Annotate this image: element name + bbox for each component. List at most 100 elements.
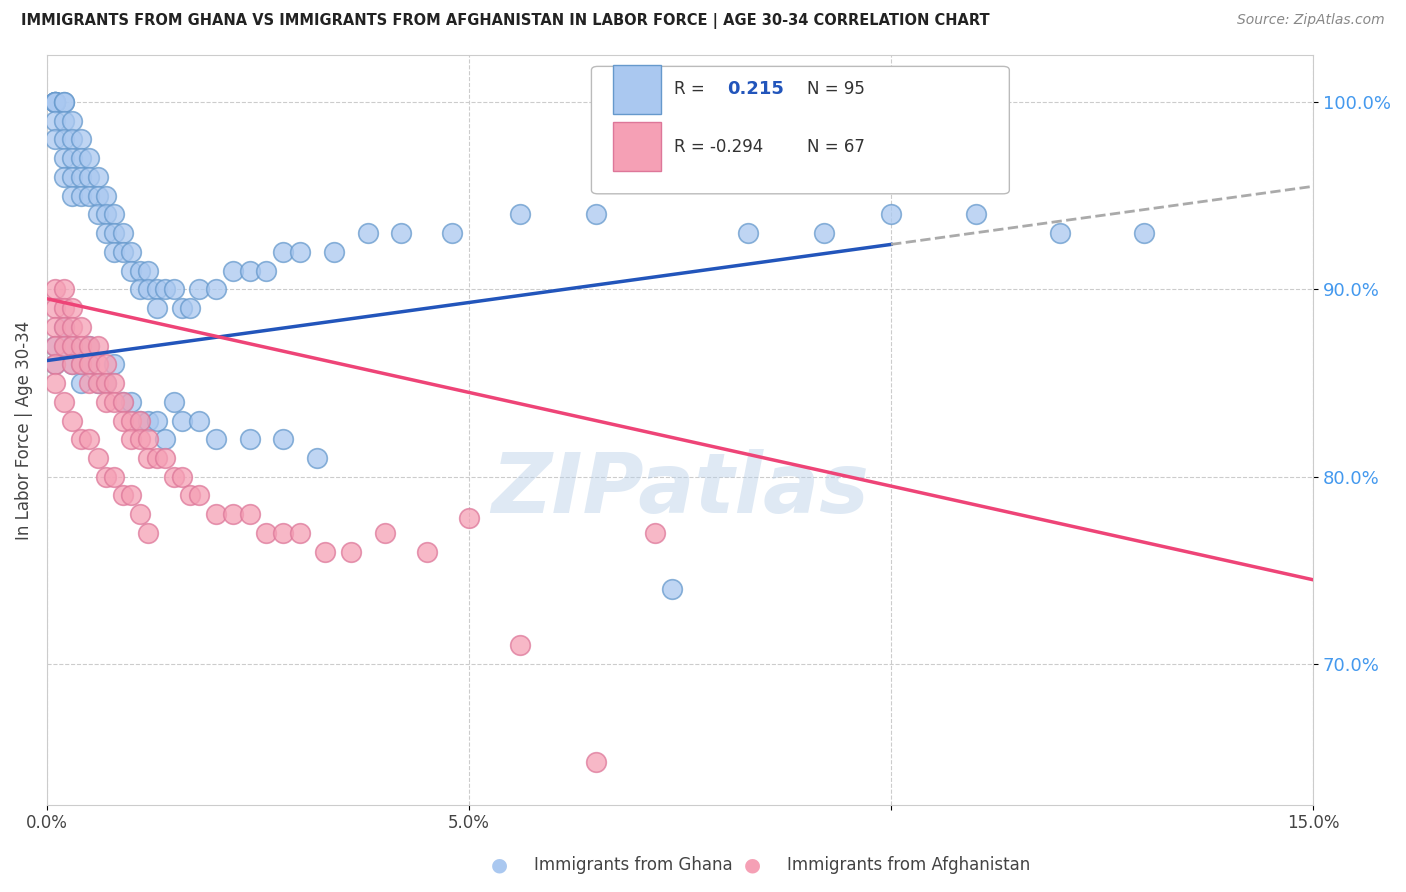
Point	[69, 151, 91, 165]
Point	[86, 169, 108, 184]
Point	[315, 545, 337, 559]
Point	[52, 151, 75, 165]
Point	[60, 338, 83, 352]
Point	[69, 338, 91, 352]
Point	[60, 357, 83, 371]
Point	[509, 207, 531, 221]
Point	[965, 207, 987, 221]
Point	[77, 169, 100, 184]
Point	[111, 244, 134, 259]
Point	[69, 357, 91, 371]
Point	[120, 263, 142, 277]
Point	[69, 319, 91, 334]
Point	[94, 357, 117, 371]
Text: Immigrants from Afghanistan: Immigrants from Afghanistan	[787, 856, 1031, 874]
Point	[44, 95, 66, 109]
Point	[374, 526, 396, 541]
Point	[44, 319, 66, 334]
Point	[69, 132, 91, 146]
Point	[52, 338, 75, 352]
Point	[1049, 226, 1071, 240]
Point	[60, 151, 83, 165]
Point	[77, 338, 100, 352]
Point	[128, 263, 150, 277]
Point	[77, 188, 100, 202]
Point	[77, 357, 100, 371]
Point	[271, 244, 294, 259]
Point	[103, 226, 125, 240]
Point	[94, 376, 117, 390]
Point	[111, 488, 134, 502]
Point	[162, 394, 184, 409]
Text: 0.215: 0.215	[727, 80, 783, 98]
Y-axis label: In Labor Force | Age 30-34: In Labor Force | Age 30-34	[15, 320, 32, 540]
Point	[44, 282, 66, 296]
Point	[60, 188, 83, 202]
Point	[120, 488, 142, 502]
Point	[145, 301, 167, 315]
Point	[69, 188, 91, 202]
Point	[136, 282, 159, 296]
Point	[204, 507, 226, 521]
Point	[187, 413, 209, 427]
Point	[153, 432, 176, 446]
Point	[204, 432, 226, 446]
Point	[120, 413, 142, 427]
Point	[103, 207, 125, 221]
Point	[60, 319, 83, 334]
Text: Immigrants from Ghana: Immigrants from Ghana	[534, 856, 733, 874]
Text: ●: ●	[744, 855, 761, 875]
Point	[86, 188, 108, 202]
Point	[357, 226, 380, 240]
Point	[136, 526, 159, 541]
Point	[44, 338, 66, 352]
Point	[52, 301, 75, 315]
Text: N = 67: N = 67	[807, 137, 865, 156]
Point	[94, 469, 117, 483]
Point	[585, 755, 607, 769]
Point	[145, 413, 167, 427]
Point	[1133, 226, 1156, 240]
Point	[60, 301, 83, 315]
Point	[69, 357, 91, 371]
Point	[120, 244, 142, 259]
Point	[153, 450, 176, 465]
Point	[94, 376, 117, 390]
Text: Source: ZipAtlas.com: Source: ZipAtlas.com	[1237, 13, 1385, 28]
Point	[44, 113, 66, 128]
Point	[44, 357, 66, 371]
Point	[128, 413, 150, 427]
Point	[179, 301, 201, 315]
Point	[238, 432, 260, 446]
Point	[86, 376, 108, 390]
Text: ●: ●	[491, 855, 508, 875]
Point	[44, 357, 66, 371]
Point	[187, 282, 209, 296]
Point	[128, 432, 150, 446]
Point	[52, 282, 75, 296]
Point	[170, 301, 193, 315]
Point	[52, 169, 75, 184]
Point	[44, 301, 66, 315]
Point	[644, 526, 666, 541]
Text: R =: R =	[673, 80, 704, 98]
Point	[77, 357, 100, 371]
Text: R = -0.294: R = -0.294	[673, 137, 763, 156]
Point	[170, 469, 193, 483]
Point	[44, 95, 66, 109]
Point	[179, 488, 201, 502]
Point	[52, 319, 75, 334]
Point	[585, 207, 607, 221]
Point	[416, 545, 439, 559]
Point	[44, 376, 66, 390]
Point	[86, 207, 108, 221]
Point	[69, 376, 91, 390]
FancyBboxPatch shape	[613, 65, 661, 113]
Point	[77, 432, 100, 446]
Point	[111, 413, 134, 427]
Point	[77, 338, 100, 352]
Point	[44, 338, 66, 352]
Point	[44, 95, 66, 109]
Point	[103, 469, 125, 483]
Point	[254, 263, 277, 277]
